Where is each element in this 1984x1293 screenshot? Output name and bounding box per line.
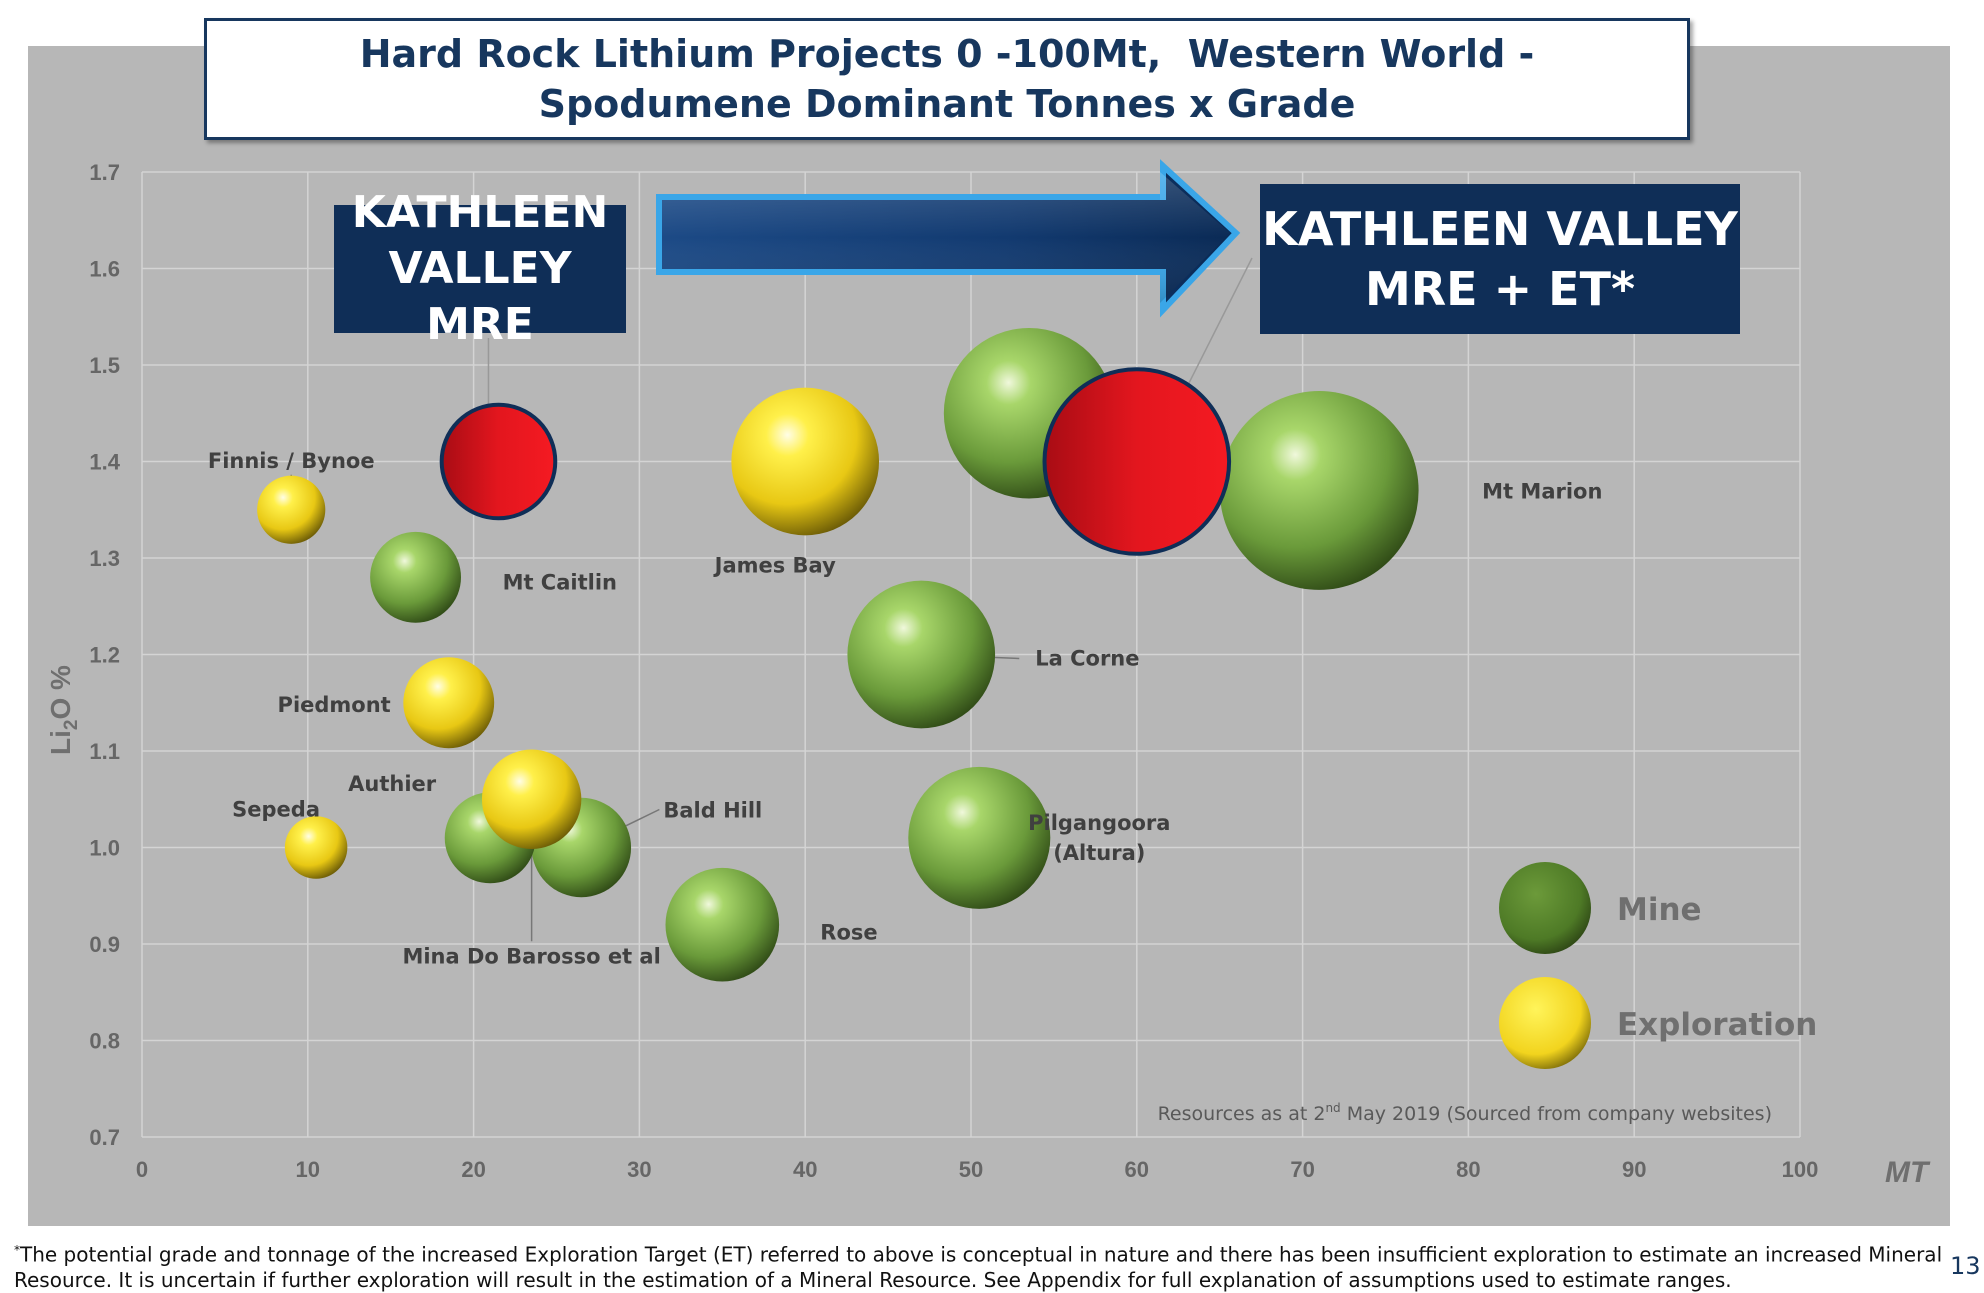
y-tick-label: 0.9 <box>89 932 120 957</box>
bubble-mt-marion <box>1219 391 1419 590</box>
resources-note: Resources as at 2nd May 2019 (Sourced fr… <box>1158 1101 1772 1125</box>
callout-right-line-2: MRE + ET* <box>1364 262 1636 316</box>
x-tick-label: 90 <box>1622 1157 1646 1182</box>
bubble-la-corne <box>847 580 996 729</box>
y-axis-title: Li2O % <box>45 665 82 755</box>
bubble-label-pilgangoora-altura: Pilgangoora (Altura) <box>1028 811 1170 865</box>
y-tick-label: 1.4 <box>89 450 120 475</box>
y-tick-label: 0.8 <box>89 1029 120 1054</box>
bubble-label-la-corne: La Corne <box>1035 647 1139 671</box>
kathleen-valley-mre-et-callout: KATHLEEN VALLEY MRE + ET* <box>1260 184 1740 334</box>
page-number: 13 <box>1950 1252 1981 1280</box>
x-tick-label: 80 <box>1456 1157 1480 1182</box>
bubble-label-piedmont: Piedmont <box>278 693 391 717</box>
y-tick-label: 1.3 <box>89 546 120 571</box>
x-tick-label: 10 <box>296 1157 320 1182</box>
y-tick-label: 1.5 <box>89 353 120 378</box>
footnote-text: The potential grade and tonnage of the i… <box>14 1242 1943 1292</box>
bubble-label-finnis-bynoe: Finnis / Bynoe <box>208 449 375 473</box>
bubble-label-mina-do-barosso-et-al: Mina Do Barosso et al <box>402 944 660 968</box>
x-axis-title: MT <box>1885 1156 1931 1189</box>
kathleen-valley-mre-callout: KATHLEEN VALLEY MRE <box>334 187 626 350</box>
legend-swatch-mine <box>1499 862 1591 954</box>
bubble-label-sepeda: Sepeda <box>232 798 320 822</box>
y-tick-label: 1.6 <box>89 257 120 282</box>
bubble-mina-do-barosso-et-al <box>481 749 582 849</box>
transition-arrow <box>656 159 1241 318</box>
bubble-finnis-bynoe <box>257 475 326 544</box>
callout-leader <box>1186 257 1253 387</box>
x-tick-label: 40 <box>793 1157 817 1182</box>
x-tick-label: 20 <box>461 1157 485 1182</box>
x-tick-label: 100 <box>1782 1157 1819 1182</box>
bubble-label-rose: Rose <box>820 921 877 945</box>
bubble-label-mt-caitlin: Mt Caitlin <box>503 570 617 594</box>
bubble-label-bald-hill: Bald Hill <box>663 799 762 823</box>
legend-label-exploration: Exploration <box>1617 1007 1817 1043</box>
bubble-sepeda <box>284 816 348 879</box>
y-tick-label: 0.7 <box>89 1125 120 1150</box>
bubble-pilgangoora-altura <box>908 766 1051 909</box>
chart-title-line-1: Hard Rock Lithium Projects 0 -100Mt, Wes… <box>359 32 1535 76</box>
chart-title-box: Hard Rock Lithium Projects 0 -100Mt, Wes… <box>204 18 1690 140</box>
y-tick-label: 1.1 <box>89 739 120 764</box>
bubble-rose <box>665 867 780 982</box>
x-tick-label: 0 <box>136 1157 148 1182</box>
x-tick-label: 70 <box>1290 1157 1314 1182</box>
callout-right-line-1: KATHLEEN VALLEY <box>1262 202 1738 256</box>
y-tick-label: 1.7 <box>89 160 120 185</box>
callout-left-line-1: KATHLEEN <box>351 187 609 238</box>
bubble-kathleen-valley <box>1042 367 1232 556</box>
legend-label-mine: Mine <box>1617 892 1702 928</box>
x-tick-label: 60 <box>1125 1157 1149 1182</box>
legend-swatch-exploration <box>1499 977 1591 1069</box>
bubble-mt-caitlin <box>370 531 462 623</box>
footnote-mark: * <box>14 1243 20 1257</box>
x-tick-label: 30 <box>627 1157 651 1182</box>
callout-left-line-2: VALLEY MRE <box>388 243 572 350</box>
chart-title-line-2: Spodumene Dominant Tonnes x Grade <box>538 82 1356 126</box>
bubble-kathleen-valley <box>439 402 558 521</box>
bubble-label-mt-marion: Mt Marion <box>1482 479 1602 503</box>
footnote: *The potential grade and tonnage of the … <box>14 1238 1944 1293</box>
bubble-james-bay <box>731 387 880 536</box>
x-tick-label: 50 <box>959 1157 983 1182</box>
y-tick-label: 1.2 <box>89 643 120 668</box>
bubble-label-james-bay: James Bay <box>713 554 836 578</box>
y-tick-label: 1.0 <box>89 836 120 861</box>
bubble-label-authier: Authier <box>348 772 437 796</box>
bubble-piedmont <box>403 657 495 749</box>
